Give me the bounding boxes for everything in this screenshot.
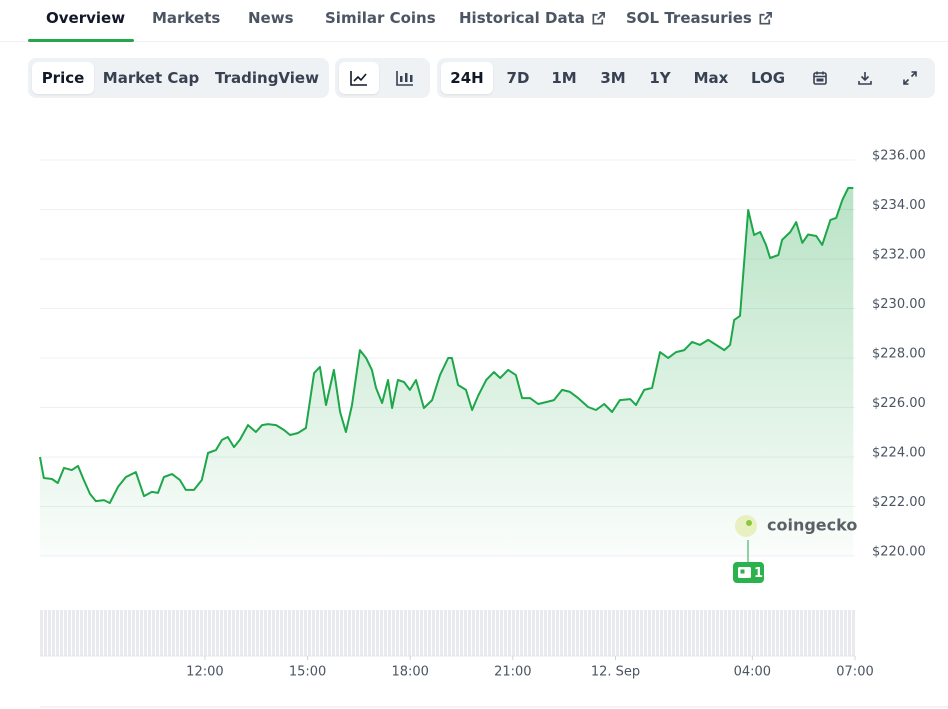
tab-similar[interactable]: Similar Coins [325, 9, 436, 27]
tab-treasuries[interactable]: SOL Treasuries [626, 9, 773, 27]
event-count: 1 [754, 566, 763, 581]
external-link-icon [759, 11, 772, 24]
view-button[interactable]: TradingView [215, 69, 319, 87]
range-button[interactable]: 24H [441, 62, 493, 94]
y-tick-label: $234.00 [872, 198, 926, 213]
event-icon [740, 569, 745, 574]
watermark-logo [735, 515, 757, 537]
watermark-text: coingecko [767, 516, 857, 535]
y-tick-label: $230.00 [872, 297, 926, 312]
x-tick-label: 12. Sep [591, 665, 640, 680]
tab-label: News [248, 9, 294, 27]
event-badge[interactable]: 1 [733, 540, 764, 583]
fullscreen-button[interactable] [890, 62, 930, 94]
tab-label: Markets [152, 9, 221, 27]
range-group [437, 58, 935, 98]
line-chart-icon [350, 71, 367, 86]
tab-label: Similar Coins [325, 9, 436, 27]
y-tick-label: $236.00 [872, 149, 926, 164]
download-button[interactable] [845, 62, 885, 94]
y-tick-label: $222.00 [872, 495, 926, 510]
candle-chart-button[interactable] [385, 62, 425, 94]
tab-markets[interactable]: Markets [152, 9, 220, 27]
y-tick-label: $228.00 [872, 347, 926, 362]
x-tick-label: 07:00 [836, 665, 873, 680]
log-button[interactable]: LOG [750, 69, 786, 87]
tab-overview[interactable]: Overview [46, 9, 125, 27]
price-line [39, 187, 854, 504]
tab-historical[interactable]: Historical Data [459, 9, 606, 27]
external-link-icon [592, 11, 605, 24]
x-tick-label: 18:00 [391, 665, 428, 680]
tab-label: Overview [46, 9, 126, 27]
x-tick-label: 04:00 [734, 665, 771, 680]
range-button[interactable]: 3M [600, 69, 626, 87]
volume-band [40, 610, 855, 656]
tab-news[interactable]: News [248, 9, 294, 27]
y-tick-label: $220.00 [872, 545, 926, 560]
range-button[interactable]: 7D [506, 69, 530, 87]
range-button[interactable]: 1Y [649, 69, 671, 87]
x-tick-label: 12:00 [186, 665, 223, 680]
line-chart-button[interactable] [339, 62, 379, 94]
range-button[interactable]: Max [693, 69, 729, 87]
active-tab-indicator [28, 39, 134, 42]
view-button[interactable]: Market Cap [102, 69, 200, 87]
price-area [40, 188, 854, 556]
y-tick-label: $224.00 [872, 446, 926, 461]
x-tick-label: 21:00 [494, 665, 531, 680]
y-tick-label: $232.00 [872, 248, 926, 263]
watermark: coingecko [735, 515, 857, 537]
calendar-button[interactable] [800, 62, 840, 94]
candle-chart-icon [396, 71, 413, 86]
download-icon [858, 72, 872, 85]
tab-label: Historical Data [459, 9, 585, 27]
tab-label: SOL Treasuries [626, 9, 752, 27]
fullscreen-icon [903, 71, 917, 85]
y-tick-label: $226.00 [872, 396, 926, 411]
range-button[interactable]: 1M [551, 69, 577, 87]
view-button[interactable]: Price [32, 62, 94, 94]
x-tick-label: 15:00 [289, 665, 326, 680]
calendar-icon [813, 71, 827, 85]
tab-divider [0, 41, 948, 42]
watermark-logo [746, 520, 752, 526]
